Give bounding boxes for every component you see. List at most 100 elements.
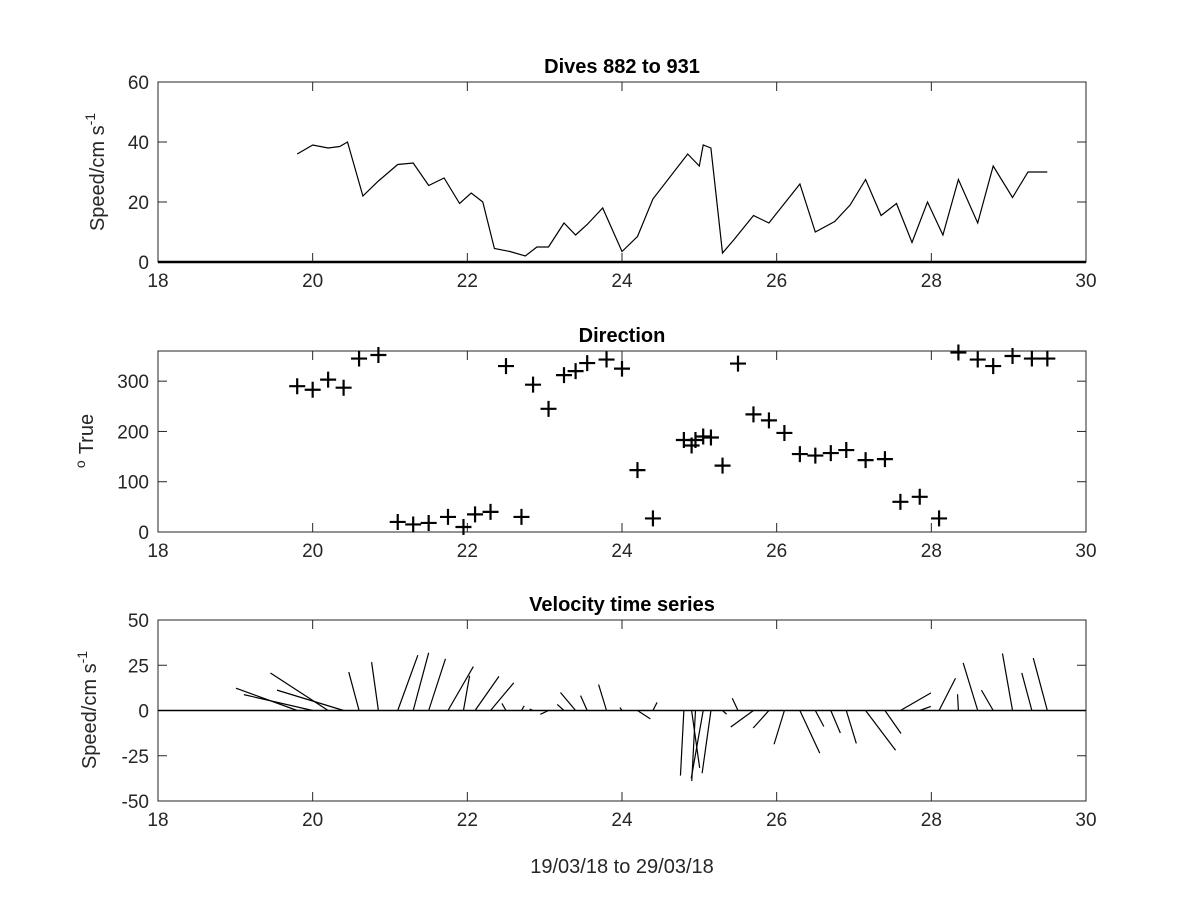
- velocity-stick: [884, 710, 902, 734]
- direction-markers: [289, 344, 1056, 535]
- velocity-stick: [1032, 657, 1048, 711]
- velocity-stick: [243, 694, 313, 712]
- speed-ytick-label: 0: [138, 253, 149, 274]
- velocity-stick: [652, 702, 658, 711]
- velocity-stick: [722, 710, 727, 715]
- velocity-xtick-label: 26: [766, 810, 787, 831]
- direction-marker: [969, 351, 986, 368]
- direction-xtick-label: 22: [457, 541, 478, 562]
- velocity-stick: [799, 710, 821, 754]
- velocity-stick: [462, 675, 471, 711]
- speed-ytick-label: 60: [128, 73, 149, 94]
- speed-axes-box: [157, 81, 1087, 263]
- speed-line: [296, 141, 1048, 257]
- velocity-panel-ylabel: Speed/cm s-1: [74, 651, 101, 769]
- velocity-ytick-label: 25: [128, 656, 149, 677]
- direction-marker: [687, 431, 704, 448]
- speed-xtick-label: 30: [1075, 271, 1096, 292]
- velocity-panel: Velocity time series 18 20 22 24 26 28 30 -50 -2…: [74, 594, 1097, 831]
- velocity-stick: [691, 710, 701, 768]
- direction-ytick-label: 0: [138, 523, 149, 544]
- direction-xtick-label: 18: [147, 541, 168, 562]
- velocity-ylabel-superscript: -1: [74, 651, 90, 664]
- velocity-ytick-label: 0: [138, 702, 149, 723]
- velocity-xtick-label: 28: [921, 810, 942, 831]
- velocity-xtick-label: 30: [1075, 810, 1096, 831]
- direction-marker: [335, 379, 352, 396]
- velocity-xtick-label: 18: [147, 810, 168, 831]
- direction-marker: [289, 378, 306, 395]
- direction-ytick-label: 100: [117, 473, 149, 494]
- direction-marker: [320, 371, 337, 388]
- direction-marker: [1039, 350, 1056, 367]
- velocity-stick: [490, 682, 515, 711]
- velocity-stick: [956, 694, 959, 711]
- velocity-stick: [529, 708, 534, 712]
- direction-marker: [791, 446, 808, 463]
- velocity-panel-title: Velocity time series: [529, 594, 715, 616]
- direction-marker: [745, 406, 762, 423]
- direction-marker: [567, 363, 584, 380]
- velocity-stick: [397, 655, 419, 711]
- direction-marker: [892, 493, 909, 510]
- speed-axis-ticks: 18 20 22 24 26 28 30 0 20 40 60: [128, 73, 1097, 292]
- velocity-stick: [701, 710, 712, 774]
- direction-xtick-label: 28: [921, 541, 942, 562]
- direction-marker: [304, 381, 321, 398]
- velocity-xtick-label: 20: [302, 810, 323, 831]
- velocity-stick: [938, 677, 957, 711]
- direction-ytick-label: 300: [117, 372, 149, 393]
- direction-marker: [498, 358, 514, 375]
- direction-marker: [730, 355, 746, 372]
- direction-marker: [702, 429, 719, 446]
- velocity-stick: [865, 710, 897, 751]
- direction-marker: [950, 344, 967, 361]
- speed-xtick-label: 18: [147, 271, 168, 292]
- velocity-stick: [501, 703, 507, 711]
- velocity-stick: [752, 710, 770, 729]
- speed-xtick-label: 28: [921, 271, 942, 292]
- direction-ylabel-text: True: [76, 414, 98, 454]
- direction-marker: [455, 518, 472, 535]
- direction-marker: [389, 513, 406, 530]
- direction-axes-box: [157, 350, 1087, 533]
- speed-ytick-label: 20: [128, 193, 149, 214]
- velocity-stick: [773, 710, 785, 745]
- velocity-stick: [962, 662, 979, 711]
- direction-marker: [351, 350, 368, 367]
- velocity-stick: [520, 705, 525, 711]
- velocity-xtick-label: 24: [611, 810, 633, 831]
- direction-xtick-label: 26: [766, 541, 787, 562]
- speed-xtick-label: 22: [457, 271, 478, 292]
- velocity-stick: [428, 658, 447, 711]
- direction-ylabel-degree: o: [72, 460, 88, 468]
- direction-marker: [467, 506, 484, 523]
- velocity-stick: [276, 689, 344, 712]
- velocity-stick: [540, 709, 549, 715]
- velocity-stick: [556, 703, 565, 711]
- speed-ylabel-superscript: -1: [82, 113, 98, 126]
- direction-marker: [838, 442, 855, 459]
- velocity-stick: [845, 710, 857, 744]
- direction-marker: [525, 376, 542, 393]
- direction-marker: [822, 445, 839, 462]
- direction-panel-title: Direction: [579, 325, 666, 347]
- speed-panel-ylabel: Speed/cm s-1: [82, 113, 109, 231]
- speed-series: [158, 141, 1086, 264]
- direction-xtick-label: 20: [302, 541, 323, 562]
- direction-marker: [714, 457, 731, 474]
- direction-marker: [614, 360, 630, 377]
- velocity-ylabel-text: Speed/cm s: [79, 663, 101, 769]
- direction-marker: [1023, 350, 1040, 367]
- direction-marker: [556, 367, 572, 384]
- velocity-xtick-label: 22: [457, 810, 478, 831]
- velocity-stick: [371, 662, 379, 711]
- velocity-stick: [412, 652, 430, 711]
- speed-ylabel-text: Speed/cm s: [87, 125, 109, 231]
- velocity-stick: [814, 710, 825, 727]
- velocity-stick: [690, 710, 704, 779]
- speed-panel: Dives 882 to 931 18 20 22 24 26 28 30 0 20 40 60 S…: [82, 56, 1097, 292]
